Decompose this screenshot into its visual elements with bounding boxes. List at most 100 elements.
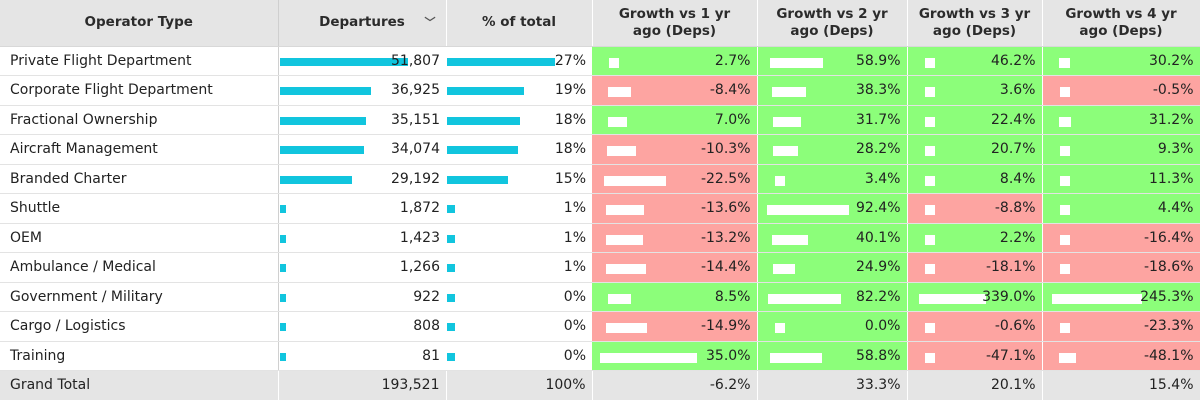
- growth-value: -18.1%: [985, 259, 1036, 276]
- table-row[interactable]: Branded Charter 29,192 15% -22.5% 3.4% 8.4% 11…: [0, 164, 1200, 194]
- table-row[interactable]: Shuttle 1,872 1% -13.6% 92.4% -8.8% 4.4%: [0, 193, 1200, 224]
- table-row[interactable]: OEM 1,423 1% -13.2% 40.1% 2.2% -16.4%: [0, 223, 1200, 253]
- header-departures[interactable]: Departures ﹀: [278, 0, 447, 47]
- header-growth-4yr[interactable]: Growth vs 4 yr ago (Deps): [1042, 0, 1200, 47]
- table-row[interactable]: Private Flight Department 51,807 27% 2.7% 58…: [0, 46, 1200, 76]
- table-row[interactable]: Government / Military 922 0% 8.5% 82.2% 339.0…: [0, 282, 1200, 312]
- table-row[interactable]: Training 81 0% 35.0% 58.8% -47.1% -48.1%: [0, 341, 1200, 371]
- growth-4yr-cell: -16.4%: [1042, 223, 1200, 253]
- departures-cell: 36,925: [278, 75, 446, 106]
- growth-2yr-cell: 58.8%: [757, 341, 908, 371]
- growth-bar: [773, 264, 796, 274]
- growth-bar: [609, 57, 619, 68]
- pct-total-value: 0%: [563, 288, 586, 305]
- growth-bar: [606, 234, 643, 245]
- growth-1yr-cell: -14.4%: [592, 252, 758, 283]
- growth-4yr-cell: 4.4%: [1042, 193, 1200, 224]
- departures-value: 1,872: [399, 200, 440, 217]
- header-pct-total[interactable]: % of total: [446, 0, 593, 47]
- growth-value: -48.1%: [1143, 347, 1194, 364]
- pct-total-bar: [447, 352, 455, 361]
- growth-bar: [771, 234, 808, 245]
- departures-cell: 35,151: [278, 105, 446, 135]
- growth-bar: [1058, 352, 1077, 363]
- growth-bar: [770, 352, 823, 363]
- table-row[interactable]: Ambulance / Medical 1,266 1% -14.4% 24.9% -18…: [0, 252, 1200, 283]
- growth-value: -18.6%: [1143, 259, 1194, 276]
- departures-bar: [279, 323, 286, 331]
- growth-4yr-cell: 245.3%: [1042, 282, 1200, 312]
- pct-total-cell: 0%: [446, 341, 592, 371]
- growth-bar: [1059, 234, 1070, 245]
- departures-cell: 1,423: [278, 223, 446, 253]
- operator-type-cell: Shuttle: [0, 193, 279, 224]
- pct-total-bar: [447, 116, 521, 125]
- growth-3yr-cell: 3.6%: [907, 75, 1043, 106]
- growth-bar: [1059, 146, 1070, 156]
- pct-total-bar: [447, 293, 455, 302]
- table-row[interactable]: Aircraft Management 34,074 18% -10.3% 28.2% 2…: [0, 134, 1200, 165]
- operator-type-cell: Training: [0, 341, 279, 371]
- growth-value: 2.2%: [999, 229, 1036, 246]
- departures-value: 36,925: [391, 82, 440, 99]
- growth-bar: [1059, 205, 1070, 215]
- header-growth-3yr[interactable]: Growth vs 3 yr ago (Deps): [907, 0, 1043, 47]
- growth-bar: [1059, 323, 1070, 333]
- header-growth-2yr[interactable]: Growth vs 2 yr ago (Deps): [757, 0, 908, 47]
- departures-bar: [279, 293, 286, 302]
- growth-value: 4.4%: [1157, 200, 1194, 217]
- header-operator-type[interactable]: Operator Type: [0, 0, 279, 47]
- operator-type-cell: Cargo / Logistics: [0, 311, 279, 342]
- growth-bar: [924, 323, 935, 333]
- table-row[interactable]: Cargo / Logistics 808 0% -14.9% 0.0% -0.6% -23…: [0, 311, 1200, 342]
- pct-total-cell: 1%: [446, 252, 592, 283]
- growth-4yr-cell: -18.6%: [1042, 252, 1200, 283]
- pct-total-cell: 18%: [446, 105, 592, 135]
- growth-bar: [924, 234, 935, 245]
- growth-value: 22.4%: [991, 111, 1036, 128]
- departures-value: 35,151: [391, 111, 440, 128]
- growth-2yr-cell: 28.2%: [757, 134, 908, 165]
- table-row[interactable]: Corporate Flight Department 36,925 19% -8.4…: [0, 75, 1200, 106]
- growth-value: 11.3%: [1149, 170, 1194, 187]
- growth-value: 2.7%: [714, 52, 751, 69]
- growth-2yr-cell: 40.1%: [757, 223, 908, 253]
- departures-value: 1,266: [399, 259, 440, 276]
- growth-2yr-cell: 38.3%: [757, 75, 908, 106]
- grand-total-row: Grand Total 193,521 100% -6.2% 33.3% 20.…: [0, 370, 1200, 400]
- pct-total-cell: 15%: [446, 164, 592, 194]
- growth-bar: [1059, 264, 1070, 274]
- pct-total-bar: [447, 57, 555, 66]
- operator-type-cell: Government / Military: [0, 282, 279, 312]
- growth-2yr-cell: 3.4%: [757, 164, 908, 194]
- operator-type-cell: Aircraft Management: [0, 134, 279, 165]
- operator-type-cell: Branded Charter: [0, 164, 279, 194]
- growth-value: 31.2%: [1149, 111, 1194, 128]
- growth-bar: [1051, 293, 1142, 304]
- departures-bar: [279, 234, 286, 243]
- growth-3yr-cell: -47.1%: [907, 341, 1043, 371]
- growth-bar: [607, 293, 632, 304]
- table-row[interactable]: Fractional Ownership 35,151 18% 7.0% 31.7% 22…: [0, 105, 1200, 135]
- header-growth-1yr[interactable]: Growth vs 1 yr ago (Deps): [592, 0, 758, 47]
- grand-total-growth-2yr: 33.3%: [757, 370, 908, 400]
- pct-total-bar: [447, 175, 508, 184]
- pct-total-value: 18%: [554, 141, 586, 158]
- growth-4yr-cell: 31.2%: [1042, 105, 1200, 135]
- operator-type-cell: Corporate Flight Department: [0, 75, 279, 106]
- growth-value: -14.9%: [700, 318, 751, 335]
- growth-4yr-cell: -48.1%: [1042, 341, 1200, 371]
- growth-3yr-cell: 339.0%: [907, 282, 1043, 312]
- growth-1yr-cell: 35.0%: [592, 341, 758, 371]
- growth-value: 92.4%: [856, 200, 901, 217]
- header-departures-label: Departures: [319, 14, 405, 31]
- header-row: Operator Type Departures ﹀ % of total Gr…: [0, 0, 1200, 47]
- growth-value: 245.3%: [1140, 288, 1194, 305]
- chevron-down-icon[interactable]: ﹀: [424, 16, 436, 29]
- grand-total-growth-4yr: 15.4%: [1042, 370, 1200, 400]
- growth-value: -0.6%: [994, 318, 1036, 335]
- operator-type-cell: OEM: [0, 223, 279, 253]
- growth-bar: [918, 293, 986, 304]
- departures-bar: [279, 116, 367, 125]
- growth-value: 3.4%: [864, 170, 901, 187]
